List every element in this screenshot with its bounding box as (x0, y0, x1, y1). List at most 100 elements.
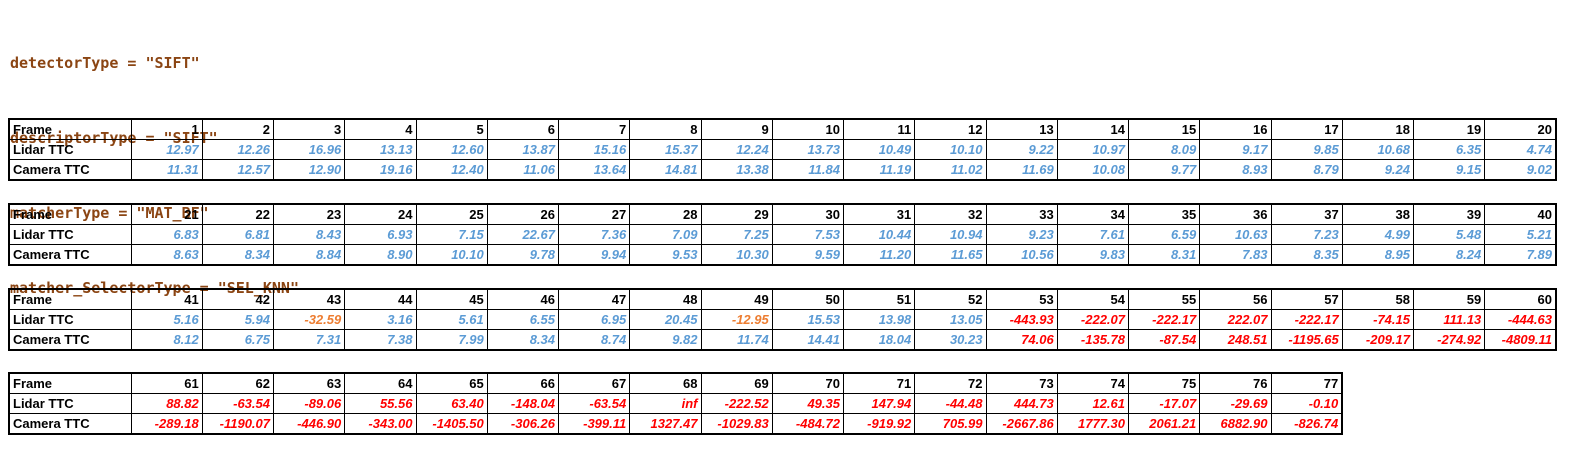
frame-number-cell: 39 (1412, 203, 1486, 225)
lidar-ttc-cell: 5.61 (415, 309, 488, 330)
frame-number-cell: 63 (272, 372, 346, 394)
frame-number-cell: 73 (985, 372, 1058, 394)
frame-number-cell: 22 (201, 203, 275, 225)
lidar-ttc-cell: 4.99 (1341, 224, 1415, 245)
frame-number-cell: 45 (415, 288, 488, 310)
frame-number-cell: 33 (985, 203, 1058, 225)
camera-ttc-cell: 8.12 (130, 329, 203, 351)
lidar-ttc-row: Lidar TTC 6.83 6.81 8.43 6.93 7.15 22.67 7.36 7.… (8, 224, 1557, 245)
frame-number-cell: 14 (1056, 118, 1130, 140)
lidar-ttc-cell: 22.67 (486, 224, 560, 245)
camera-ttc-cell: 10.10 (415, 244, 488, 266)
lidar-ttc-cell: 9.22 (985, 139, 1058, 160)
frame-number-cell: 12 (914, 118, 987, 140)
frame-number-cell: 53 (985, 288, 1058, 310)
camera-ttc-cell: -826.74 (1270, 413, 1343, 435)
frame-number-cell: 62 (201, 372, 275, 394)
lidar-ttc-cell: -89.06 (272, 393, 346, 414)
lidar-ttc-cell: 13.73 (771, 139, 845, 160)
camera-ttc-row: Camera TTC 8.63 8.34 8.84 8.90 10.10 9.78 9.94 9… (8, 244, 1557, 266)
lidar-ttc-cell: 10.63 (1199, 224, 1272, 245)
camera-ttc-cell: 11.65 (914, 244, 987, 266)
frame-number-cell: 38 (1341, 203, 1415, 225)
camera-ttc-row: Camera TTC 8.12 6.75 7.31 7.38 7.99 8.34 8.74 9.… (8, 329, 1557, 351)
frame-number-cell: 25 (415, 203, 488, 225)
lidar-ttc-cell: 6.93 (344, 224, 417, 245)
camera-ttc-cell: 8.93 (1199, 159, 1272, 181)
frame-number-cell: 18 (1341, 118, 1415, 140)
camera-ttc-cell: 11.84 (771, 159, 845, 181)
camera-ttc-row-label: Camera TTC (8, 159, 132, 181)
frame-number-cell: 71 (842, 372, 916, 394)
camera-ttc-cell: 9.59 (771, 244, 845, 266)
camera-ttc-cell: 7.38 (344, 329, 417, 351)
camera-ttc-cell: 705.99 (914, 413, 987, 435)
frame-number-cell: 15 (1127, 118, 1201, 140)
camera-ttc-cell: -209.17 (1341, 329, 1415, 351)
camera-ttc-cell: -1029.83 (700, 413, 773, 435)
lidar-ttc-cell: 4.74 (1484, 139, 1557, 160)
camera-ttc-cell: 8.31 (1127, 244, 1201, 266)
lidar-ttc-cell: 5.48 (1412, 224, 1486, 245)
lidar-ttc-cell: 6.35 (1412, 139, 1486, 160)
lidar-ttc-cell: 12.60 (415, 139, 488, 160)
camera-ttc-cell: 1777.30 (1056, 413, 1130, 435)
lidar-ttc-cell: 10.94 (914, 224, 987, 245)
camera-ttc-cell: -306.26 (486, 413, 560, 435)
camera-ttc-cell: 8.79 (1270, 159, 1343, 181)
frame-row-label: Frame (8, 118, 132, 140)
frame-number-cell: 65 (415, 372, 488, 394)
camera-ttc-row-label: Camera TTC (8, 329, 132, 351)
frame-number-cell: 13 (985, 118, 1058, 140)
lidar-ttc-cell: 10.49 (842, 139, 916, 160)
lidar-ttc-cell: 9.17 (1199, 139, 1272, 160)
frame-number-cell: 20 (1484, 118, 1557, 140)
frame-row-label: Frame (8, 203, 132, 225)
lidar-ttc-cell: -12.95 (700, 309, 773, 330)
lidar-ttc-cell: 9.85 (1270, 139, 1343, 160)
frame-number-cell: 40 (1484, 203, 1557, 225)
lidar-ttc-cell: 10.10 (914, 139, 987, 160)
lidar-ttc-cell: 63.40 (415, 393, 488, 414)
lidar-ttc-cell: 10.68 (1341, 139, 1415, 160)
camera-ttc-cell: 1327.47 (629, 413, 702, 435)
lidar-ttc-cell: 12.26 (201, 139, 275, 160)
camera-ttc-cell: 9.24 (1341, 159, 1415, 181)
lidar-ttc-cell: 5.16 (130, 309, 203, 330)
lidar-ttc-cell: -63.54 (557, 393, 631, 414)
lidar-ttc-cell: -32.59 (272, 309, 346, 330)
lidar-ttc-row-label: Lidar TTC (8, 224, 132, 245)
frame-number-cell: 10 (771, 118, 845, 140)
camera-ttc-cell: 9.53 (629, 244, 702, 266)
frame-number-cell: 16 (1199, 118, 1272, 140)
lidar-ttc-cell: 55.56 (344, 393, 417, 414)
frame-number-cell: 72 (914, 372, 987, 394)
lidar-ttc-cell: 9.23 (985, 224, 1058, 245)
frame-number-cell: 50 (771, 288, 845, 310)
lidar-ttc-cell: 3.16 (344, 309, 417, 330)
lidar-ttc-cell: 5.21 (1484, 224, 1557, 245)
frame-number-cell: 32 (914, 203, 987, 225)
frame-number-cell: 60 (1484, 288, 1557, 310)
lidar-ttc-cell: 111.13 (1412, 309, 1486, 330)
lidar-ttc-cell: 10.44 (842, 224, 916, 245)
camera-ttc-cell: -1190.07 (201, 413, 275, 435)
camera-ttc-cell: 9.83 (1056, 244, 1130, 266)
frame-number-cell: 46 (486, 288, 560, 310)
frame-number-cell: 23 (272, 203, 346, 225)
lidar-ttc-cell: 7.09 (629, 224, 702, 245)
lidar-ttc-cell: 7.23 (1270, 224, 1343, 245)
camera-ttc-cell: 8.34 (201, 244, 275, 266)
frame-number-cell: 1 (130, 118, 203, 140)
camera-ttc-cell: 11.02 (914, 159, 987, 181)
frame-number-cell: 77 (1270, 372, 1343, 394)
camera-ttc-cell: 19.16 (344, 159, 417, 181)
camera-ttc-cell: -2667.86 (985, 413, 1058, 435)
lidar-ttc-cell: -44.48 (914, 393, 987, 414)
camera-ttc-cell: -484.72 (771, 413, 845, 435)
camera-ttc-cell: 9.78 (486, 244, 560, 266)
camera-ttc-cell: -87.54 (1127, 329, 1201, 351)
frame-number-cell: 5 (415, 118, 488, 140)
camera-ttc-cell: 8.24 (1412, 244, 1486, 266)
frame-number-cell: 42 (201, 288, 275, 310)
